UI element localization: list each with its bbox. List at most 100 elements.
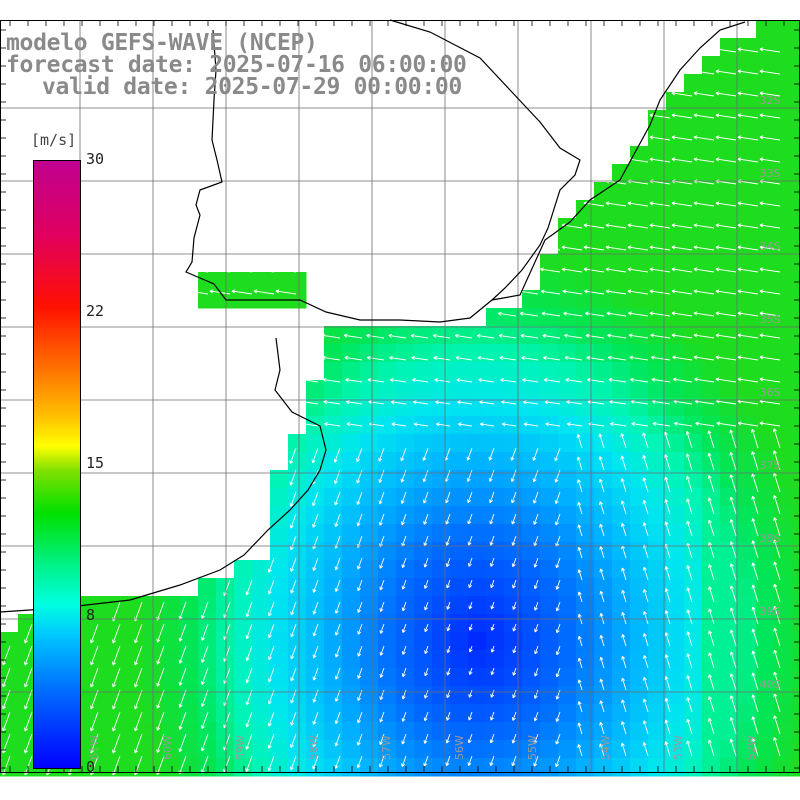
sea-cell: [792, 614, 800, 633]
sea-cell: [558, 542, 577, 561]
sea-cell: [558, 740, 577, 759]
sea-cell: [720, 434, 739, 453]
sea-cell: [738, 686, 757, 705]
wind-arrow-icon: [253, 267, 275, 273]
sea-cell: [774, 560, 793, 579]
sea-cell: [306, 740, 325, 759]
sea-cell: [576, 416, 595, 435]
wind-arrow-icon: [629, 355, 649, 361]
wind-arrow-icon: [267, 711, 275, 727]
sea-cell: [792, 272, 800, 291]
wind-arrow-icon: [664, 632, 671, 647]
wind-arrow-icon: [343, 333, 363, 339]
sea-cell: [702, 164, 721, 183]
wind-arrow-icon: [501, 400, 517, 405]
sea-cell: [522, 740, 541, 759]
wind-arrow-icon: [563, 311, 583, 317]
sea-cell: [468, 434, 487, 453]
sea-cell: [270, 506, 289, 525]
colorbar-unit-label: [m/s]: [31, 131, 77, 149]
sea-cell: [360, 560, 379, 579]
wind-arrow-icon: [693, 333, 715, 339]
sea-cell: [270, 668, 289, 687]
sea-cell: [342, 434, 361, 453]
sea-cell: [684, 290, 703, 309]
sea-cell: [360, 452, 379, 471]
sea-cell: [306, 434, 325, 453]
wind-arrow-icon: [267, 733, 275, 749]
wind-arrow-icon: [366, 355, 385, 361]
wind-arrow-icon: [490, 689, 495, 698]
sea-cell: [648, 470, 667, 489]
sea-cell: [648, 218, 667, 237]
sea-cell: [684, 416, 703, 435]
wind-arrow-icon: [671, 267, 693, 273]
wind-arrow-icon: [686, 609, 693, 625]
wind-arrow-icon: [642, 633, 649, 647]
wind-arrow-icon: [566, 400, 583, 405]
wind-arrow-icon: [379, 623, 385, 634]
sea-cell: [414, 578, 433, 597]
sea-cell: [234, 560, 253, 579]
wind-arrow-icon: [424, 645, 429, 655]
sea-cell: [684, 758, 703, 777]
wind-arrow-icon: [490, 601, 495, 610]
sea-cell: [396, 542, 415, 561]
wind-arrow-icon: [90, 623, 99, 644]
sea-cell: [234, 596, 253, 615]
wind-arrow-icon: [773, 517, 781, 537]
sea-cell: [594, 308, 613, 327]
sea-cell: [360, 614, 379, 633]
wind-arrow-icon: [356, 447, 363, 463]
sea-cell: [522, 722, 541, 741]
sea-cell: [504, 308, 523, 327]
sea-cell: [702, 668, 721, 687]
wind-arrow-icon: [446, 579, 451, 589]
wind-arrow-icon: [587, 377, 605, 383]
wind-arrow-icon: [686, 697, 693, 713]
sea-cell: [792, 200, 800, 219]
sea-cell: [306, 722, 325, 741]
sea-cell: [252, 596, 271, 615]
sea-cell: [270, 542, 289, 561]
wind-arrow-icon: [715, 333, 737, 339]
wind-arrow-icon: [773, 715, 781, 735]
sea-cell: [792, 668, 800, 687]
sea-cell: [270, 686, 289, 705]
wind-arrow-icon: [467, 733, 473, 744]
wind-arrow-icon: [446, 667, 451, 676]
wind-arrow-icon: [599, 590, 605, 603]
latitude-label: 33S: [760, 167, 781, 180]
sea-cell: [522, 632, 541, 651]
sea-cell: [720, 110, 739, 129]
sea-cell: [756, 290, 775, 309]
sea-cell: [666, 236, 685, 255]
sea-cell: [792, 506, 800, 525]
sea-cell: [468, 740, 487, 759]
sea-cell: [738, 722, 757, 741]
wind-arrow-icon: [424, 667, 429, 677]
wind-arrow-icon: [564, 333, 583, 339]
wind-arrow-icon: [423, 755, 429, 767]
wind-arrow-icon: [737, 91, 759, 97]
wind-arrow-icon: [620, 455, 627, 471]
wind-arrow-icon: [468, 689, 473, 698]
sea-cell: [594, 398, 613, 417]
wind-arrow-icon: [540, 267, 561, 273]
wind-arrow-icon: [685, 475, 693, 493]
sea-cell: [792, 326, 800, 345]
wind-arrow-icon: [584, 311, 605, 317]
sea-cell: [738, 524, 757, 543]
wind-arrow-icon: [346, 422, 363, 427]
sea-cell: [792, 632, 800, 651]
sea-cell: [342, 326, 361, 345]
wind-arrow-icon: [290, 733, 297, 748]
sea-cell: [612, 722, 631, 741]
wind-arrow-icon: [759, 245, 781, 251]
sea-cell: [432, 758, 451, 777]
sea-cell: [558, 344, 577, 363]
sea-cell: [774, 524, 793, 543]
wind-arrow-icon: [522, 378, 539, 383]
sea-cell: [756, 200, 775, 219]
